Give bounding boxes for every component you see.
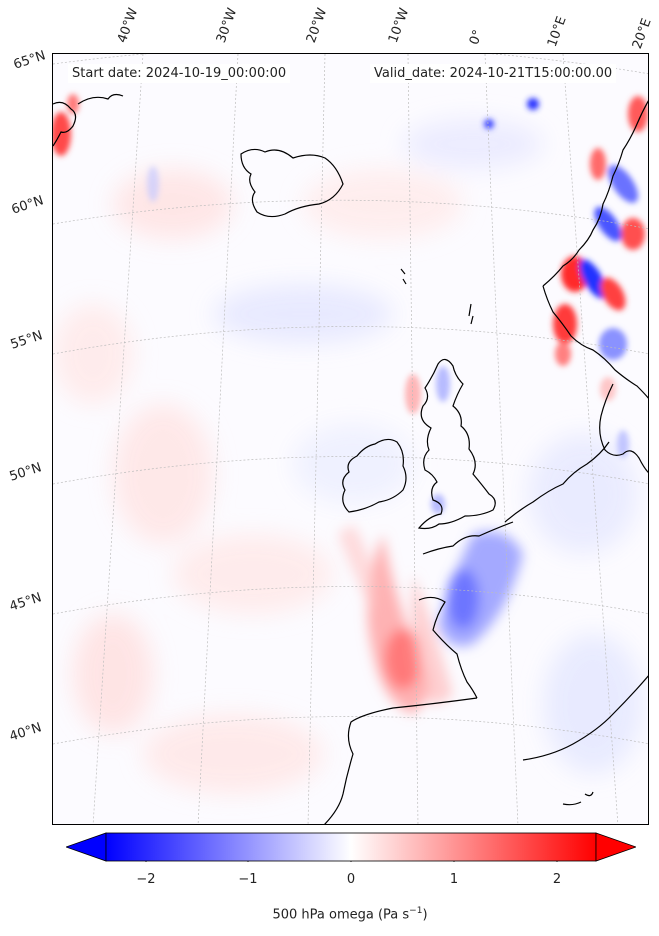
field-scandinavia-cells [484, 96, 648, 366]
colorbar-tick-0: 0 [346, 872, 356, 887]
omega-field-map [53, 54, 648, 824]
colorbar-label: 500 hPa omega (Pa s−1) [0, 906, 659, 922]
colorbar-label-end: ) [422, 907, 428, 923]
lat-label-65n: 65°N [11, 48, 48, 73]
start-date-label: Start date: 2024-10-19_00:00:00 [68, 64, 291, 83]
lon-label-30w: 30°W [213, 6, 241, 45]
colorbar-tick-1: 1 [449, 872, 459, 887]
colorbar-label-text: 500 hPa omega (Pa s [272, 907, 410, 923]
lat-label-40n: 40°N [7, 720, 44, 745]
lon-label-0: 0° [466, 27, 487, 47]
coastlines [53, 93, 648, 824]
valid-date-label: Valid_date: 2024-10-21T15:00:00.00 [370, 64, 617, 83]
field-broad-patches [53, 119, 643, 794]
lat-label-60n: 60°N [9, 193, 46, 218]
colorbar [66, 832, 636, 862]
colorbar-gradient [105, 832, 597, 862]
map-panel [52, 53, 649, 825]
field-speckles [147, 166, 629, 514]
colorbar-tick-neg1: −1 [238, 872, 258, 887]
colorbar-label-sup: −1 [409, 906, 423, 916]
colorbar-tick-2: 2 [552, 872, 562, 887]
colorbar-tick-marks [145, 861, 558, 862]
lat-label-55n: 55°N [8, 328, 45, 353]
colorbar-extend-max [595, 832, 636, 862]
lat-label-50n: 50°N [7, 460, 44, 485]
colorbar-extend-min [66, 832, 107, 862]
lon-label-20e: 20°E [629, 16, 655, 51]
field-greenland-corner [53, 94, 79, 156]
lon-label-10w: 10°W [385, 6, 413, 45]
colorbar-tick-neg2: −2 [136, 872, 156, 887]
lat-label-45n: 45°N [7, 590, 44, 615]
field-biscay-band [338, 524, 523, 714]
lon-label-10e: 10°E [544, 14, 570, 50]
graticule [53, 54, 648, 824]
lon-label-20w: 20°W [303, 6, 331, 45]
lon-label-40w: 40°W [114, 6, 142, 45]
